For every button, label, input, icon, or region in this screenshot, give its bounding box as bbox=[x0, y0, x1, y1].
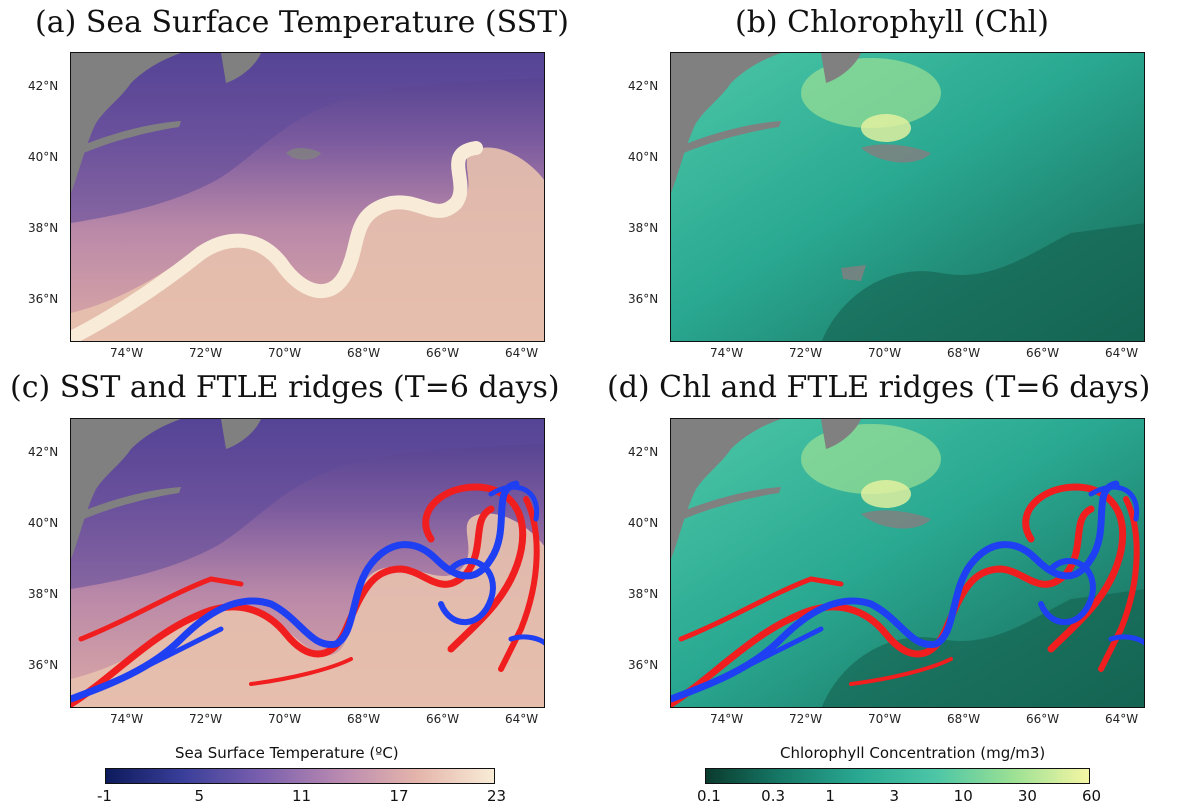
chl-colorbar-tick: 30 bbox=[1017, 787, 1037, 805]
sst-colorbar-label: Sea Surface Temperature (ºC) bbox=[175, 744, 399, 762]
lon-tick-label: 66°W bbox=[426, 712, 460, 726]
lon-tick-label: 74°W bbox=[110, 346, 144, 360]
sst-colorbar-tick: 23 bbox=[487, 787, 507, 805]
lat-tick-label: 42°N bbox=[628, 445, 659, 459]
panel-c-title: (c) SST and FTLE ridges (T=6 days) bbox=[10, 370, 560, 405]
lon-tick-label: 68°W bbox=[947, 346, 981, 360]
lat-tick-label: 36°N bbox=[28, 658, 59, 672]
lat-tick-label: 38°N bbox=[28, 587, 59, 601]
lon-tick-label: 68°W bbox=[347, 346, 381, 360]
lon-tick-label: 64°W bbox=[505, 712, 539, 726]
lat-tick-label: 38°N bbox=[628, 587, 659, 601]
panel-d-title: (d) Chl and FTLE ridges (T=6 days) bbox=[607, 370, 1151, 405]
lon-tick-label: 68°W bbox=[347, 712, 381, 726]
sst-colorbar-tick: 17 bbox=[389, 787, 409, 805]
lat-tick-label: 36°N bbox=[628, 292, 659, 306]
lon-tick-label: 64°W bbox=[505, 346, 539, 360]
lat-tick-label: 40°N bbox=[628, 516, 659, 530]
chl-colorbar-label: Chlorophyll Concentration (mg/m3) bbox=[780, 744, 1046, 762]
panel-a-title: (a) Sea Surface Temperature (SST) bbox=[35, 5, 569, 40]
chl-ftle-map-d bbox=[670, 418, 1145, 708]
chl-colorbar-tick: 0.1 bbox=[697, 787, 721, 805]
lon-tick-label: 72°W bbox=[189, 346, 223, 360]
lon-tick-label: 66°W bbox=[426, 346, 460, 360]
lon-tick-label: 66°W bbox=[1026, 712, 1060, 726]
lon-tick-label: 68°W bbox=[947, 712, 981, 726]
lat-tick-label: 40°N bbox=[28, 150, 59, 164]
chl-colorbar-tick: 1 bbox=[825, 787, 835, 805]
lat-tick-label: 42°N bbox=[28, 445, 59, 459]
sst-colorbar-tick: 5 bbox=[194, 787, 205, 805]
chl-colorbar-tick: 0.3 bbox=[761, 787, 786, 805]
lat-tick-label: 40°N bbox=[628, 150, 659, 164]
lat-tick-label: 36°N bbox=[628, 658, 659, 672]
sst-ftle-map-c bbox=[70, 418, 545, 708]
chl-colorbar-tick: 60 bbox=[1082, 787, 1102, 805]
lon-tick-label: 70°W bbox=[268, 346, 302, 360]
lon-tick-label: 70°W bbox=[868, 346, 902, 360]
lon-tick-label: 72°W bbox=[189, 712, 223, 726]
lat-tick-label: 42°N bbox=[28, 79, 59, 93]
lat-tick-label: 38°N bbox=[28, 221, 59, 235]
lon-tick-label: 70°W bbox=[268, 712, 302, 726]
lon-tick-label: 72°W bbox=[789, 712, 823, 726]
sst-colorbar bbox=[105, 768, 495, 784]
chl-map-b bbox=[670, 52, 1145, 342]
panel-b-title: (b) Chlorophyll (Chl) bbox=[735, 5, 1049, 40]
lon-tick-label: 72°W bbox=[789, 346, 823, 360]
lon-tick-label: 64°W bbox=[1105, 346, 1139, 360]
chl-colorbar-tick: 3 bbox=[889, 787, 900, 805]
lon-tick-label: 74°W bbox=[710, 712, 744, 726]
chl-colorbar-tick: 10 bbox=[953, 787, 973, 805]
sst-colorbar-tick: 11 bbox=[292, 787, 312, 805]
sst-map-a bbox=[70, 52, 545, 342]
lat-tick-label: 42°N bbox=[628, 79, 659, 93]
chl-colorbar bbox=[705, 768, 1090, 784]
lat-tick-label: 36°N bbox=[28, 292, 59, 306]
lat-tick-label: 40°N bbox=[28, 516, 59, 530]
lon-tick-label: 64°W bbox=[1105, 712, 1139, 726]
lon-tick-label: 74°W bbox=[110, 712, 144, 726]
lat-tick-label: 38°N bbox=[628, 221, 659, 235]
lon-tick-label: 74°W bbox=[710, 346, 744, 360]
lon-tick-label: 70°W bbox=[868, 712, 902, 726]
sst-colorbar-tick: -1 bbox=[97, 787, 112, 805]
lon-tick-label: 66°W bbox=[1026, 346, 1060, 360]
